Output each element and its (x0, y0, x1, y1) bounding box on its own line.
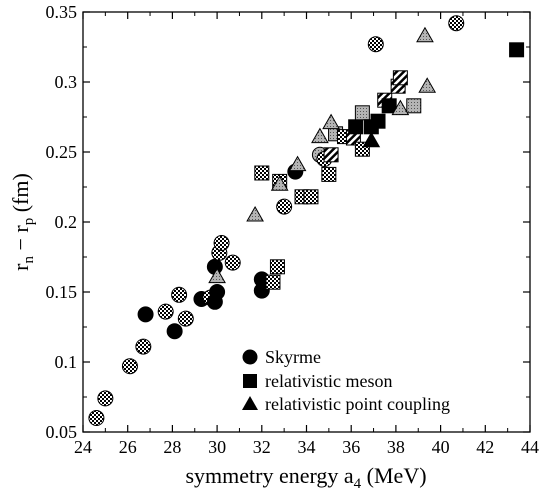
x-tick-label: 30 (208, 437, 226, 457)
data-point-circle (97, 390, 114, 407)
legend: Skyrme relativistic meson relativistic p… (242, 347, 450, 414)
legend-marker-square (243, 374, 257, 388)
data-point-square (265, 274, 281, 290)
data-point-square (348, 119, 364, 135)
x-tick-label: 28 (163, 437, 181, 457)
data-point-circle (177, 310, 194, 327)
x-tick-label: 40 (432, 437, 450, 457)
data-point-circle (224, 254, 241, 271)
data-point-square (406, 98, 422, 114)
x-tick-label: 44 (521, 437, 539, 457)
data-point-square (254, 165, 270, 181)
legend-label-relativistic-point-coupling: relativistic point coupling (265, 394, 450, 414)
y-tick-label: 0.25 (46, 142, 78, 162)
legend-item-relativistic-meson: relativistic meson (243, 371, 392, 391)
x-tick-label: 26 (119, 437, 137, 457)
y-axis-ticks: 0.05 0.1 0.15 0.2 0.25 0.3 0.35 (46, 2, 530, 442)
x-tick-label: 34 (298, 437, 316, 457)
x-tick-label: 36 (342, 437, 360, 457)
x-tick-label: 32 (253, 437, 271, 457)
data-point-triangle (270, 175, 289, 191)
x-tick-label: 38 (387, 437, 405, 457)
data-point-square (269, 259, 285, 275)
data-point-circle (448, 15, 465, 32)
data-point-triangle (246, 205, 264, 222)
y-tick-label: 0.05 (46, 422, 78, 442)
data-point-circle (157, 303, 174, 320)
x-tick-label: 24 (74, 437, 92, 457)
data-point-square (303, 189, 319, 205)
data-point-triangle (311, 127, 329, 144)
x-axis-label: symmetry energy a4 (MeV) (185, 463, 426, 492)
x-axis-ticks: 24 26 28 30 32 34 36 38 40 42 44 (74, 12, 539, 457)
legend-marker-triangle (242, 396, 258, 410)
data-point-square (381, 98, 397, 114)
y-tick-label: 0.2 (55, 212, 78, 232)
data-point-triangle (208, 267, 226, 284)
legend-item-relativistic-point-coupling: relativistic point coupling (242, 394, 450, 414)
data-point-square (509, 42, 525, 58)
data-point-square (354, 105, 370, 121)
data-point-triangle (362, 131, 381, 148)
data-point-triangle (416, 26, 434, 43)
data-point-square (323, 147, 339, 163)
data-point-circle (213, 235, 230, 251)
data-point-circle (121, 358, 138, 375)
legend-label-skyrme: Skyrme (265, 347, 321, 367)
data-point-circle (171, 286, 188, 303)
data-points (88, 15, 525, 426)
data-point-triangle (418, 77, 437, 93)
data-point-circle (166, 323, 183, 340)
data-point-circle (367, 36, 384, 53)
data-point-square (370, 113, 386, 129)
data-point-circle (137, 306, 154, 323)
y-tick-label: 0.15 (46, 282, 78, 302)
data-point-triangle (288, 155, 307, 172)
data-point-circle (209, 284, 226, 300)
legend-item-skyrme: Skyrme (242, 347, 321, 367)
y-tick-label: 0.3 (55, 72, 78, 92)
plot-frame (82, 11, 531, 433)
data-point-circle (135, 338, 152, 355)
data-point-circle (276, 198, 293, 215)
y-axis-label: rn − rp (fm) (8, 173, 37, 271)
data-point-square (392, 70, 408, 86)
legend-marker-circle (242, 349, 258, 365)
x-tick-label: 42 (476, 437, 494, 457)
data-point-triangle (322, 113, 340, 130)
data-point-triangle (391, 99, 410, 116)
data-point-square (321, 166, 337, 182)
y-tick-label: 0.1 (55, 352, 78, 372)
data-point-circle (88, 410, 105, 426)
y-tick-label: 0.35 (46, 2, 78, 22)
legend-label-relativistic-meson: relativistic meson (265, 371, 392, 391)
